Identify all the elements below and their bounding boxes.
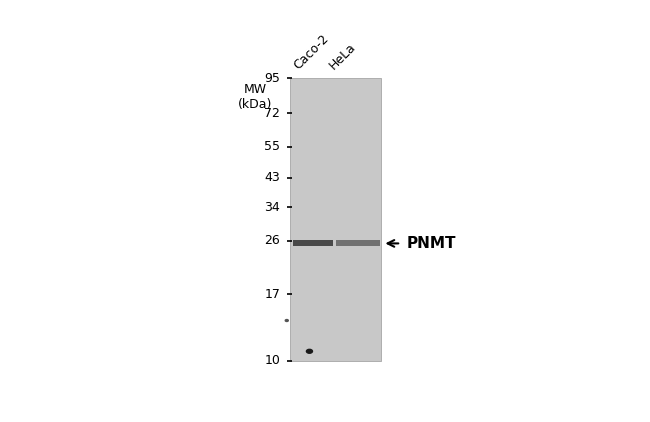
Circle shape [285,319,289,322]
Text: 34: 34 [265,201,280,214]
Text: 55: 55 [265,141,280,153]
Text: 95: 95 [265,72,280,85]
Text: 10: 10 [265,354,280,368]
Text: PNMT: PNMT [406,236,456,251]
Bar [292,241,333,246]
Text: HeLa: HeLa [326,40,358,72]
Text: Caco-2: Caco-2 [291,32,332,72]
Text: 43: 43 [265,171,280,184]
Bar [336,241,380,246]
Bar [291,78,381,361]
Text: 72: 72 [265,107,280,119]
Text: 26: 26 [265,235,280,247]
Text: 17: 17 [265,288,280,301]
Text: MW
(kDa): MW (kDa) [238,83,272,111]
Circle shape [306,349,313,353]
